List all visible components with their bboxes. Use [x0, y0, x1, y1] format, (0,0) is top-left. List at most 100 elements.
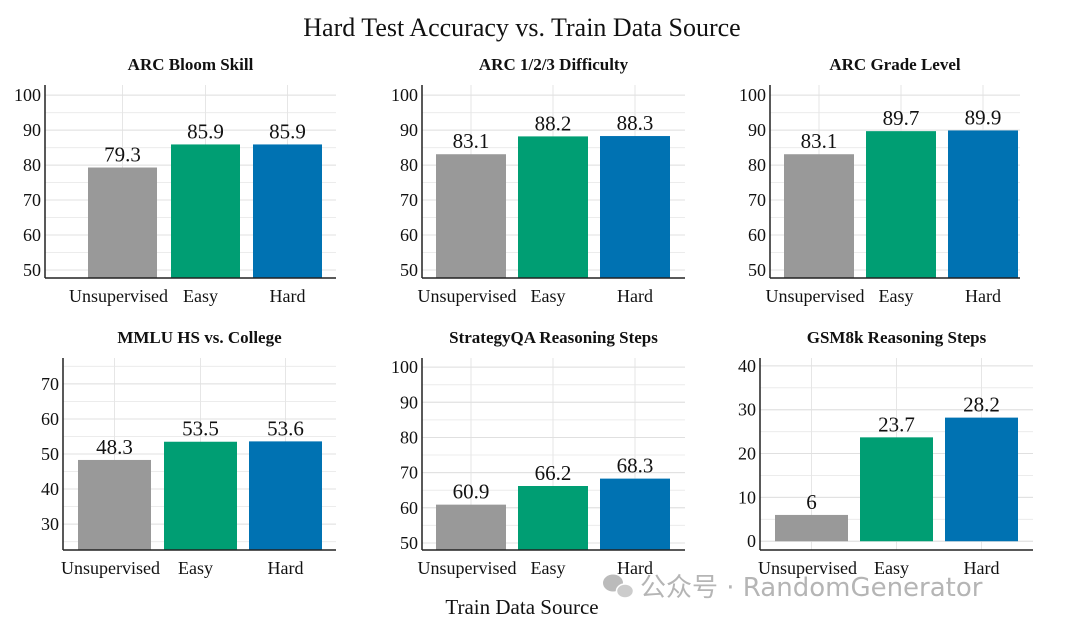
- bar-unsupervised: [436, 154, 506, 278]
- y-tick-label: 100: [391, 85, 418, 105]
- subplot-title: ARC 1/2/3 Difficulty: [479, 55, 629, 74]
- x-tick-label: Easy: [874, 558, 909, 578]
- y-tick-label: 70: [400, 463, 418, 483]
- bar-hard: [600, 478, 670, 550]
- x-tick-label: Unsupervised: [69, 286, 168, 306]
- subplot-title: ARC Bloom Skill: [128, 55, 254, 74]
- bar-value-label: 79.3: [104, 143, 141, 167]
- y-tick-label: 90: [400, 120, 418, 140]
- subplot-6: GSM8k Reasoning Steps 0 10 20 30 40 6 Unsupervi…: [738, 328, 1033, 578]
- y-tick-label: 90: [748, 120, 766, 140]
- y-tick-label: 80: [748, 155, 766, 175]
- bar-value-label: 83.1: [453, 129, 490, 153]
- y-tick-label: 100: [14, 85, 41, 105]
- bar-value-label: 28.2: [963, 393, 1000, 417]
- bar-unsupervised: [775, 514, 848, 542]
- bar-hard: [253, 144, 322, 278]
- subplot-title: StrategyQA Reasoning Steps: [449, 328, 658, 347]
- bar-hard: [948, 130, 1018, 278]
- y-tick-label: 60: [748, 225, 766, 245]
- subplot-title: MMLU HS vs. College: [117, 328, 282, 347]
- y-tick-label: 60: [23, 225, 41, 245]
- x-tick-label: Easy: [183, 286, 218, 306]
- subplot-3: ARC Grade Level 50 60 70 80 90 100 83.1 Unsuperv…: [739, 55, 1020, 306]
- bar-easy: [164, 441, 237, 550]
- wechat-icon: [603, 574, 635, 599]
- y-tick-label: 20: [738, 444, 756, 464]
- y-tick-label: 70: [400, 190, 418, 210]
- y-tick-label: 70: [23, 190, 41, 210]
- bar-unsupervised: [784, 154, 854, 278]
- y-tick-label: 70: [748, 190, 766, 210]
- bar-value-label: 6: [806, 490, 817, 514]
- x-tick-label: Hard: [268, 558, 304, 578]
- bar-easy: [171, 144, 240, 278]
- bar-value-label: 60.9: [453, 480, 490, 504]
- bar-hard: [945, 417, 1018, 542]
- x-tick-label: Unsupervised: [758, 558, 857, 578]
- x-axis-label: Train Data Source: [445, 595, 598, 619]
- x-tick-label: Hard: [964, 558, 1000, 578]
- y-tick-label: 100: [391, 357, 418, 377]
- bar-value-label: 88.3: [617, 111, 654, 135]
- bar-value-label: 68.3: [617, 454, 654, 478]
- watermark-text: 公众号 · RandomGenerator: [640, 573, 983, 603]
- bar-value-label: 83.1: [801, 129, 838, 153]
- bar-hard: [249, 441, 322, 550]
- chart-title: Hard Test Accuracy vs. Train Data Source: [303, 13, 740, 42]
- y-tick-label: 70: [41, 374, 59, 394]
- bar-unsupervised: [88, 167, 157, 278]
- bar-value-label: 85.9: [187, 119, 224, 143]
- y-tick-label: 90: [23, 120, 41, 140]
- y-tick-label: 40: [41, 479, 59, 499]
- x-tick-label: Easy: [178, 558, 213, 578]
- y-tick-label: 30: [41, 514, 59, 534]
- y-tick-label: 30: [738, 400, 756, 420]
- bar-value-label: 53.5: [182, 417, 219, 441]
- subplot-title: ARC Grade Level: [829, 55, 961, 74]
- y-tick-label: 80: [400, 155, 418, 175]
- subplot-2: ARC 1/2/3 Difficulty 50 60 70 80 90 100 83.1 Uns…: [391, 55, 685, 306]
- bar-value-label: 53.6: [267, 416, 304, 440]
- x-tick-label: Unsupervised: [418, 286, 517, 306]
- subplot-4: MMLU HS vs. College 30 40 50 60 70 48.3 Unsuper…: [41, 328, 336, 578]
- bar-hard: [600, 136, 670, 278]
- y-tick-label: 50: [748, 260, 766, 280]
- x-tick-label: Easy: [879, 286, 914, 306]
- x-tick-label: Unsupervised: [61, 558, 160, 578]
- y-tick-label: 10: [738, 487, 756, 507]
- bar-value-label: 85.9: [269, 119, 306, 143]
- y-tick-label: 80: [400, 427, 418, 447]
- x-tick-label: Easy: [531, 286, 566, 306]
- subplot-5: StrategyQA Reasoning Steps 50 60 70 80 90 100 6…: [391, 328, 685, 578]
- subplot-1: ARC Bloom Skill 50 60 70 80 90 100 79.3 Unsuperv…: [14, 55, 336, 306]
- y-tick-label: 60: [41, 409, 59, 429]
- bar-value-label: 89.9: [965, 105, 1002, 129]
- x-tick-label: Hard: [270, 286, 306, 306]
- bar-value-label: 89.7: [883, 106, 920, 130]
- bar-value-label: 48.3: [96, 435, 133, 459]
- bar-unsupervised: [78, 459, 151, 550]
- bar-easy: [860, 437, 933, 542]
- y-tick-label: 50: [23, 260, 41, 280]
- x-tick-label: Unsupervised: [766, 286, 865, 306]
- y-tick-label: 50: [41, 444, 59, 464]
- bar-unsupervised: [436, 504, 506, 550]
- x-tick-label: Hard: [617, 558, 653, 578]
- y-tick-label: 60: [400, 225, 418, 245]
- y-tick-label: 60: [400, 498, 418, 518]
- bar-value-label: 66.2: [535, 461, 572, 485]
- y-tick-label: 50: [400, 533, 418, 553]
- x-tick-label: Unsupervised: [418, 558, 517, 578]
- subplot-title: GSM8k Reasoning Steps: [807, 328, 987, 347]
- bar-value-label: 88.2: [535, 111, 572, 135]
- y-tick-label: 80: [23, 155, 41, 175]
- x-tick-label: Hard: [965, 286, 1001, 306]
- x-tick-label: Hard: [617, 286, 653, 306]
- y-tick-label: 50: [400, 260, 418, 280]
- bar-easy: [518, 136, 588, 278]
- x-tick-label: Easy: [531, 558, 566, 578]
- y-tick-label: 90: [400, 392, 418, 412]
- y-tick-label: 100: [739, 85, 766, 105]
